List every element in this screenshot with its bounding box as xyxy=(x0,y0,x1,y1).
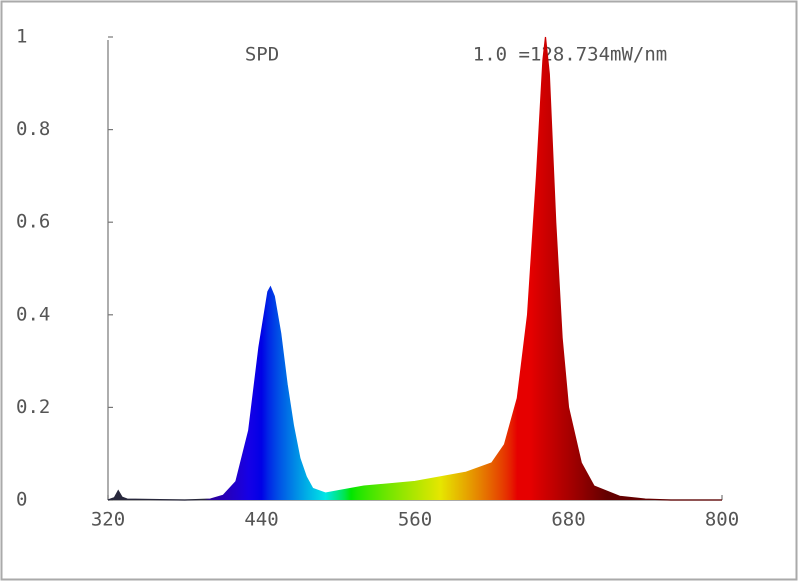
x-tick-label: 680 xyxy=(551,509,585,531)
y-tick-label: 1 xyxy=(16,26,27,48)
x-tick-label: 320 xyxy=(91,509,125,531)
annotation: 1.0 =128.734mW/nm xyxy=(473,44,667,66)
y-tick-label: 0.6 xyxy=(16,211,50,233)
spectrum-line xyxy=(107,36,722,501)
y-tick-label: 0.4 xyxy=(16,303,50,325)
y-tick-label: 0.8 xyxy=(16,118,50,140)
chart-title: SPD xyxy=(245,44,279,66)
x-tick-label: 800 xyxy=(705,509,739,531)
area-fill xyxy=(108,37,722,500)
x-tick-label: 440 xyxy=(244,509,278,531)
y-tick-label: 0 xyxy=(16,489,27,511)
x-tick-label: 560 xyxy=(398,509,432,531)
y-tick-label: 0.2 xyxy=(16,396,50,418)
